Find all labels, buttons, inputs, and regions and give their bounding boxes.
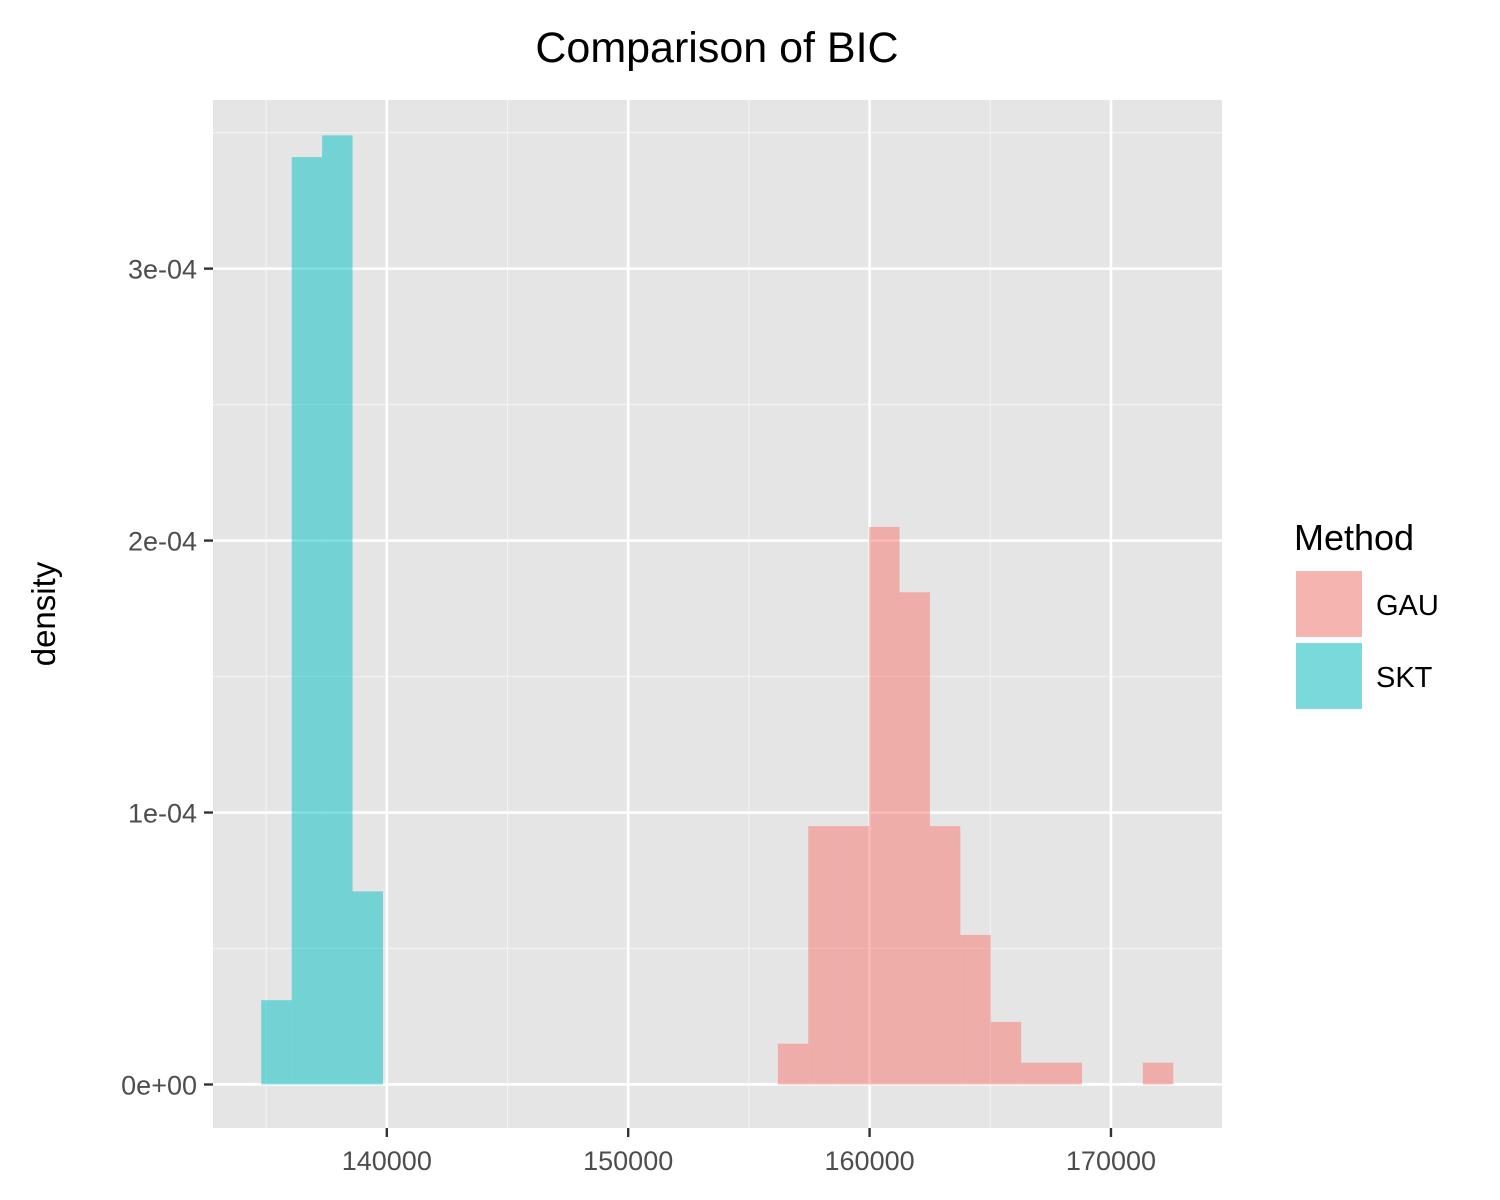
- chart-title: Comparison of BIC: [535, 24, 898, 72]
- histogram-bar: [899, 592, 930, 1085]
- y-tick-label: 3e-04: [128, 255, 197, 285]
- histogram-bar: [352, 891, 383, 1085]
- histogram-bar: [777, 1043, 809, 1085]
- x-tick-label: 160000: [825, 1146, 915, 1176]
- histogram-bar: [990, 1021, 1022, 1085]
- histogram-bar: [1142, 1062, 1174, 1085]
- legend-label-gau: GAU: [1376, 590, 1439, 622]
- legend-key-gau: [1296, 571, 1362, 637]
- series-gau: [777, 526, 1174, 1085]
- legend-label-skt: SKT: [1376, 662, 1433, 694]
- plot-area: 140000 150000 160000 170000 0e+00 1e-04 2e-04 3…: [121, 100, 1222, 1176]
- y-axis-title: density: [25, 561, 62, 666]
- histogram-bar: [261, 1000, 292, 1085]
- x-tick-label: 150000: [583, 1146, 673, 1176]
- legend: Method GAU SKT: [1294, 517, 1439, 709]
- histogram-bar: [838, 826, 870, 1085]
- x-tick-label: 170000: [1066, 1146, 1156, 1176]
- histogram-bar: [869, 526, 900, 1085]
- histogram-bar: [808, 826, 839, 1085]
- y-tick-label: 2e-04: [128, 527, 197, 557]
- histogram-bar: [960, 934, 991, 1085]
- histogram-bar: [322, 135, 353, 1085]
- x-tick-label: 140000: [342, 1146, 432, 1176]
- y-tick-label: 0e+00: [121, 1070, 197, 1100]
- histogram-bar: [1021, 1062, 1052, 1085]
- histogram-bar: [1051, 1062, 1082, 1085]
- histogram-bar: [929, 826, 961, 1085]
- legend-key-skt: [1296, 643, 1362, 709]
- y-tick-label: 1e-04: [128, 799, 197, 829]
- legend-title: Method: [1294, 517, 1414, 558]
- histogram-bar: [291, 157, 323, 1085]
- series-skt: [261, 135, 383, 1085]
